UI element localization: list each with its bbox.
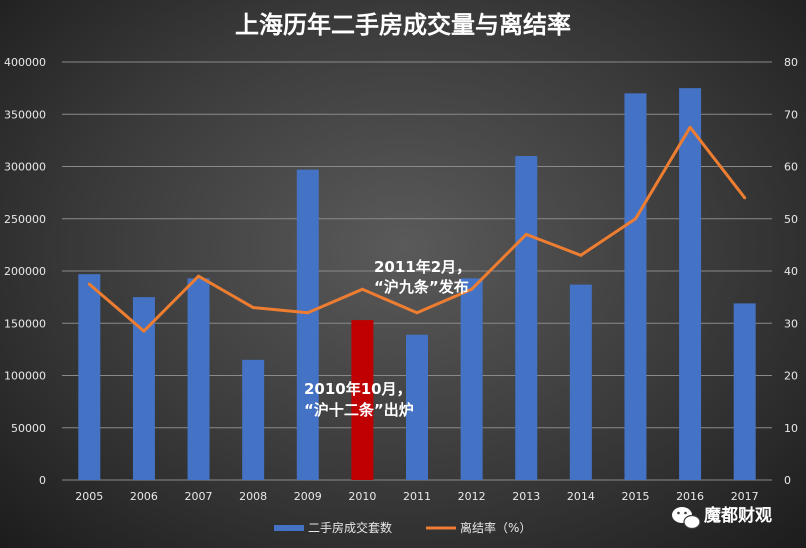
x-tick-label: 2011 <box>403 490 431 503</box>
legend-swatch-bar <box>274 525 304 531</box>
annotation-shjiutiao: 2011年2月， “沪九条”发布 <box>374 258 471 296</box>
line-point <box>360 287 364 291</box>
y-left-tick-label: 100000 <box>4 370 46 383</box>
watermark-text: 魔都财观 <box>704 505 772 526</box>
x-tick-label: 2005 <box>75 490 103 503</box>
bar <box>187 278 210 480</box>
bar-series <box>78 88 756 481</box>
line-point <box>524 232 528 236</box>
y-left-tick-label: 300000 <box>4 161 46 174</box>
bar <box>679 88 702 480</box>
y-right-tick-label: 10 <box>784 422 798 435</box>
x-tick-label: 2009 <box>294 490 322 503</box>
line-point <box>415 311 419 315</box>
bar <box>460 278 483 480</box>
x-tick-label: 2014 <box>567 490 595 503</box>
annotation-line: 2011年2月， <box>374 258 471 276</box>
line-point <box>633 217 637 221</box>
bar <box>569 284 592 480</box>
line-point <box>142 329 146 333</box>
bar <box>733 303 756 480</box>
bar <box>624 93 647 480</box>
bar <box>515 156 538 481</box>
y-left-tick-label: 150000 <box>4 317 46 330</box>
y-left-tick-label: 50000 <box>11 422 46 435</box>
bar <box>242 359 265 480</box>
x-tick-label: 2006 <box>130 490 158 503</box>
line-point <box>688 125 692 129</box>
line-point <box>579 253 583 257</box>
watermark: 魔都财观 <box>672 505 772 530</box>
x-tick-label: 2013 <box>512 490 540 503</box>
x-axis: 2005 2006 2007 2008 2009 2010 2011 2012 2013 2014… <box>75 490 758 503</box>
bar <box>406 334 428 480</box>
y-right-tick-label: 40 <box>784 265 798 278</box>
y-right-tick-label: 50 <box>784 213 798 226</box>
y-left-tick-label: 0 <box>39 474 46 487</box>
y-right-tick-label: 70 <box>784 108 798 121</box>
line-point <box>743 196 747 200</box>
x-tick-label: 2016 <box>676 490 704 503</box>
y-right-tick-label: 20 <box>784 370 798 383</box>
y-right-tick-label: 80 <box>784 56 798 69</box>
annotation-line: “沪十二条”出炉 <box>304 401 414 419</box>
y-right-tick-label: 0 <box>784 474 791 487</box>
annotation-shshiertiao: 2010年10月， “沪十二条”出炉 <box>304 380 414 419</box>
bar <box>132 297 155 480</box>
x-tick-label: 2015 <box>621 490 649 503</box>
y-left-tick-label: 400000 <box>4 56 46 69</box>
bar <box>78 274 101 480</box>
x-tick-label: 2012 <box>458 490 486 503</box>
left-y-axis: 0 50000 100000 150000 200000 250000 300000 3500… <box>4 56 46 487</box>
y-left-tick-label: 350000 <box>4 108 46 121</box>
bar <box>296 169 319 480</box>
x-tick-label: 2010 <box>348 490 376 503</box>
line-point <box>251 306 255 310</box>
x-tick-label: 2007 <box>185 490 213 503</box>
x-tick-label: 2017 <box>731 490 759 503</box>
gridlines <box>62 61 772 481</box>
legend: 二手房成交套数 离结率（%） <box>274 520 531 535</box>
line-point <box>87 282 91 286</box>
bar <box>351 320 374 480</box>
annotation-line: “沪九条”发布 <box>374 278 469 296</box>
legend-label: 二手房成交套数 <box>308 520 392 535</box>
right-y-axis: 0 10 20 30 40 50 60 70 80 <box>784 56 798 487</box>
y-right-tick-label: 30 <box>784 317 798 330</box>
y-left-tick-label: 200000 <box>4 265 46 278</box>
line-point <box>197 274 201 278</box>
legend-label: 离结率（%） <box>460 520 531 535</box>
y-left-tick-label: 250000 <box>4 213 46 226</box>
line-point <box>306 311 310 315</box>
chart-title: 上海历年二手房成交量与离结率 <box>235 11 571 39</box>
x-tick-label: 2008 <box>239 490 267 503</box>
annotation-line: 2010年10月， <box>304 380 412 398</box>
line-series <box>87 125 747 333</box>
line-point <box>470 287 474 291</box>
wechat-icon <box>672 507 701 530</box>
y-right-tick-label: 60 <box>784 161 798 174</box>
